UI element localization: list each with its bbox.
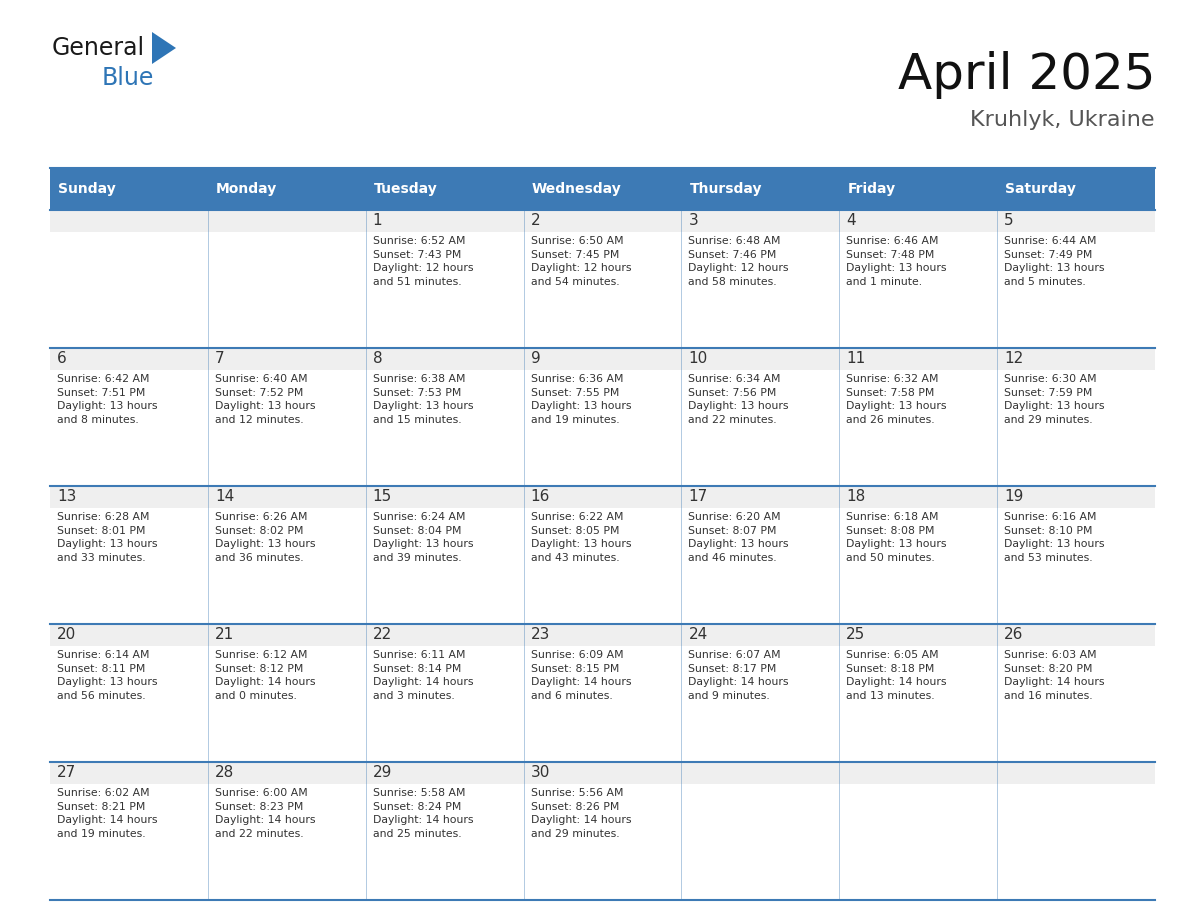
- Text: 21: 21: [215, 627, 234, 642]
- Text: 11: 11: [846, 351, 866, 366]
- Text: Sunrise: 6:12 AM
Sunset: 8:12 PM
Daylight: 14 hours
and 0 minutes.: Sunrise: 6:12 AM Sunset: 8:12 PM Dayligh…: [215, 650, 315, 700]
- Bar: [682, 168, 839, 210]
- Text: 15: 15: [373, 489, 392, 504]
- Text: Sunrise: 6:14 AM
Sunset: 8:11 PM
Daylight: 13 hours
and 56 minutes.: Sunrise: 6:14 AM Sunset: 8:11 PM Dayligh…: [57, 650, 158, 700]
- Text: Sunrise: 5:58 AM
Sunset: 8:24 PM
Daylight: 14 hours
and 25 minutes.: Sunrise: 5:58 AM Sunset: 8:24 PM Dayligh…: [373, 788, 473, 839]
- Text: Sunrise: 6:26 AM
Sunset: 8:02 PM
Daylight: 13 hours
and 36 minutes.: Sunrise: 6:26 AM Sunset: 8:02 PM Dayligh…: [215, 512, 315, 563]
- Text: Sunrise: 6:22 AM
Sunset: 8:05 PM
Daylight: 13 hours
and 43 minutes.: Sunrise: 6:22 AM Sunset: 8:05 PM Dayligh…: [531, 512, 631, 563]
- Text: 7: 7: [215, 351, 225, 366]
- Text: Sunrise: 6:16 AM
Sunset: 8:10 PM
Daylight: 13 hours
and 53 minutes.: Sunrise: 6:16 AM Sunset: 8:10 PM Dayligh…: [1004, 512, 1105, 563]
- Text: 5: 5: [1004, 213, 1013, 228]
- Text: 3: 3: [688, 213, 699, 228]
- Text: Monday: Monday: [216, 182, 277, 196]
- Text: Sunrise: 6:36 AM
Sunset: 7:55 PM
Daylight: 13 hours
and 19 minutes.: Sunrise: 6:36 AM Sunset: 7:55 PM Dayligh…: [531, 374, 631, 425]
- Text: 8: 8: [373, 351, 383, 366]
- Text: Sunrise: 6:07 AM
Sunset: 8:17 PM
Daylight: 14 hours
and 9 minutes.: Sunrise: 6:07 AM Sunset: 8:17 PM Dayligh…: [688, 650, 789, 700]
- Text: 12: 12: [1004, 351, 1023, 366]
- Text: Sunrise: 6:42 AM
Sunset: 7:51 PM
Daylight: 13 hours
and 8 minutes.: Sunrise: 6:42 AM Sunset: 7:51 PM Dayligh…: [57, 374, 158, 425]
- Text: Tuesday: Tuesday: [374, 182, 437, 196]
- Text: 20: 20: [57, 627, 76, 642]
- Text: 1: 1: [373, 213, 383, 228]
- Polygon shape: [152, 32, 176, 64]
- Bar: [50, 210, 1155, 348]
- Bar: [50, 762, 1155, 900]
- Text: 2: 2: [531, 213, 541, 228]
- Text: Sunrise: 6:02 AM
Sunset: 8:21 PM
Daylight: 14 hours
and 19 minutes.: Sunrise: 6:02 AM Sunset: 8:21 PM Dayligh…: [57, 788, 158, 839]
- Text: 13: 13: [57, 489, 76, 504]
- Text: 23: 23: [531, 627, 550, 642]
- Text: 6: 6: [57, 351, 67, 366]
- Text: Sunrise: 6:34 AM
Sunset: 7:56 PM
Daylight: 13 hours
and 22 minutes.: Sunrise: 6:34 AM Sunset: 7:56 PM Dayligh…: [688, 374, 789, 425]
- Bar: [524, 168, 682, 210]
- Text: Sunrise: 6:03 AM
Sunset: 8:20 PM
Daylight: 14 hours
and 16 minutes.: Sunrise: 6:03 AM Sunset: 8:20 PM Dayligh…: [1004, 650, 1105, 700]
- Bar: [997, 168, 1155, 210]
- Bar: [366, 168, 524, 210]
- Text: Blue: Blue: [102, 66, 154, 90]
- Text: Sunrise: 6:20 AM
Sunset: 8:07 PM
Daylight: 13 hours
and 46 minutes.: Sunrise: 6:20 AM Sunset: 8:07 PM Dayligh…: [688, 512, 789, 563]
- Text: Saturday: Saturday: [1005, 182, 1076, 196]
- Text: 27: 27: [57, 765, 76, 780]
- Text: 4: 4: [846, 213, 855, 228]
- Text: Sunrise: 6:00 AM
Sunset: 8:23 PM
Daylight: 14 hours
and 22 minutes.: Sunrise: 6:00 AM Sunset: 8:23 PM Dayligh…: [215, 788, 315, 839]
- Text: Sunrise: 6:50 AM
Sunset: 7:45 PM
Daylight: 12 hours
and 54 minutes.: Sunrise: 6:50 AM Sunset: 7:45 PM Dayligh…: [531, 236, 631, 286]
- Text: April 2025: April 2025: [897, 51, 1155, 99]
- Text: Sunrise: 6:44 AM
Sunset: 7:49 PM
Daylight: 13 hours
and 5 minutes.: Sunrise: 6:44 AM Sunset: 7:49 PM Dayligh…: [1004, 236, 1105, 286]
- Bar: [50, 624, 1155, 762]
- Text: General: General: [52, 36, 145, 60]
- Bar: [839, 168, 997, 210]
- Text: 17: 17: [688, 489, 708, 504]
- Text: Sunrise: 6:11 AM
Sunset: 8:14 PM
Daylight: 14 hours
and 3 minutes.: Sunrise: 6:11 AM Sunset: 8:14 PM Dayligh…: [373, 650, 473, 700]
- Bar: [50, 210, 1155, 232]
- Text: Sunrise: 6:52 AM
Sunset: 7:43 PM
Daylight: 12 hours
and 51 minutes.: Sunrise: 6:52 AM Sunset: 7:43 PM Dayligh…: [373, 236, 473, 286]
- Text: 24: 24: [688, 627, 708, 642]
- Text: Sunrise: 6:24 AM
Sunset: 8:04 PM
Daylight: 13 hours
and 39 minutes.: Sunrise: 6:24 AM Sunset: 8:04 PM Dayligh…: [373, 512, 473, 563]
- Bar: [50, 168, 208, 210]
- Bar: [50, 348, 1155, 486]
- Text: Sunrise: 6:46 AM
Sunset: 7:48 PM
Daylight: 13 hours
and 1 minute.: Sunrise: 6:46 AM Sunset: 7:48 PM Dayligh…: [846, 236, 947, 286]
- Text: 29: 29: [373, 765, 392, 780]
- Text: Sunrise: 6:30 AM
Sunset: 7:59 PM
Daylight: 13 hours
and 29 minutes.: Sunrise: 6:30 AM Sunset: 7:59 PM Dayligh…: [1004, 374, 1105, 425]
- Bar: [50, 624, 1155, 646]
- Text: Sunrise: 6:38 AM
Sunset: 7:53 PM
Daylight: 13 hours
and 15 minutes.: Sunrise: 6:38 AM Sunset: 7:53 PM Dayligh…: [373, 374, 473, 425]
- Bar: [50, 762, 1155, 784]
- Text: Sunrise: 6:05 AM
Sunset: 8:18 PM
Daylight: 14 hours
and 13 minutes.: Sunrise: 6:05 AM Sunset: 8:18 PM Dayligh…: [846, 650, 947, 700]
- Text: Kruhlyk, Ukraine: Kruhlyk, Ukraine: [971, 110, 1155, 130]
- Text: 9: 9: [531, 351, 541, 366]
- Text: 30: 30: [531, 765, 550, 780]
- Text: 26: 26: [1004, 627, 1024, 642]
- Text: 10: 10: [688, 351, 708, 366]
- Text: Wednesday: Wednesday: [531, 182, 621, 196]
- Text: Sunrise: 6:28 AM
Sunset: 8:01 PM
Daylight: 13 hours
and 33 minutes.: Sunrise: 6:28 AM Sunset: 8:01 PM Dayligh…: [57, 512, 158, 563]
- Text: Sunrise: 6:32 AM
Sunset: 7:58 PM
Daylight: 13 hours
and 26 minutes.: Sunrise: 6:32 AM Sunset: 7:58 PM Dayligh…: [846, 374, 947, 425]
- Bar: [50, 486, 1155, 624]
- Text: Sunrise: 6:18 AM
Sunset: 8:08 PM
Daylight: 13 hours
and 50 minutes.: Sunrise: 6:18 AM Sunset: 8:08 PM Dayligh…: [846, 512, 947, 563]
- Text: 14: 14: [215, 489, 234, 504]
- Text: 22: 22: [373, 627, 392, 642]
- Text: 16: 16: [531, 489, 550, 504]
- Text: Sunrise: 5:56 AM
Sunset: 8:26 PM
Daylight: 14 hours
and 29 minutes.: Sunrise: 5:56 AM Sunset: 8:26 PM Dayligh…: [531, 788, 631, 839]
- Text: Sunday: Sunday: [58, 182, 115, 196]
- Text: 25: 25: [846, 627, 866, 642]
- Text: 28: 28: [215, 765, 234, 780]
- Bar: [50, 348, 1155, 370]
- Text: Friday: Friday: [847, 182, 896, 196]
- Text: 18: 18: [846, 489, 866, 504]
- Bar: [208, 168, 366, 210]
- Text: 19: 19: [1004, 489, 1024, 504]
- Text: Thursday: Thursday: [689, 182, 762, 196]
- Text: Sunrise: 6:48 AM
Sunset: 7:46 PM
Daylight: 12 hours
and 58 minutes.: Sunrise: 6:48 AM Sunset: 7:46 PM Dayligh…: [688, 236, 789, 286]
- Bar: [50, 486, 1155, 508]
- Text: Sunrise: 6:40 AM
Sunset: 7:52 PM
Daylight: 13 hours
and 12 minutes.: Sunrise: 6:40 AM Sunset: 7:52 PM Dayligh…: [215, 374, 315, 425]
- Text: Sunrise: 6:09 AM
Sunset: 8:15 PM
Daylight: 14 hours
and 6 minutes.: Sunrise: 6:09 AM Sunset: 8:15 PM Dayligh…: [531, 650, 631, 700]
